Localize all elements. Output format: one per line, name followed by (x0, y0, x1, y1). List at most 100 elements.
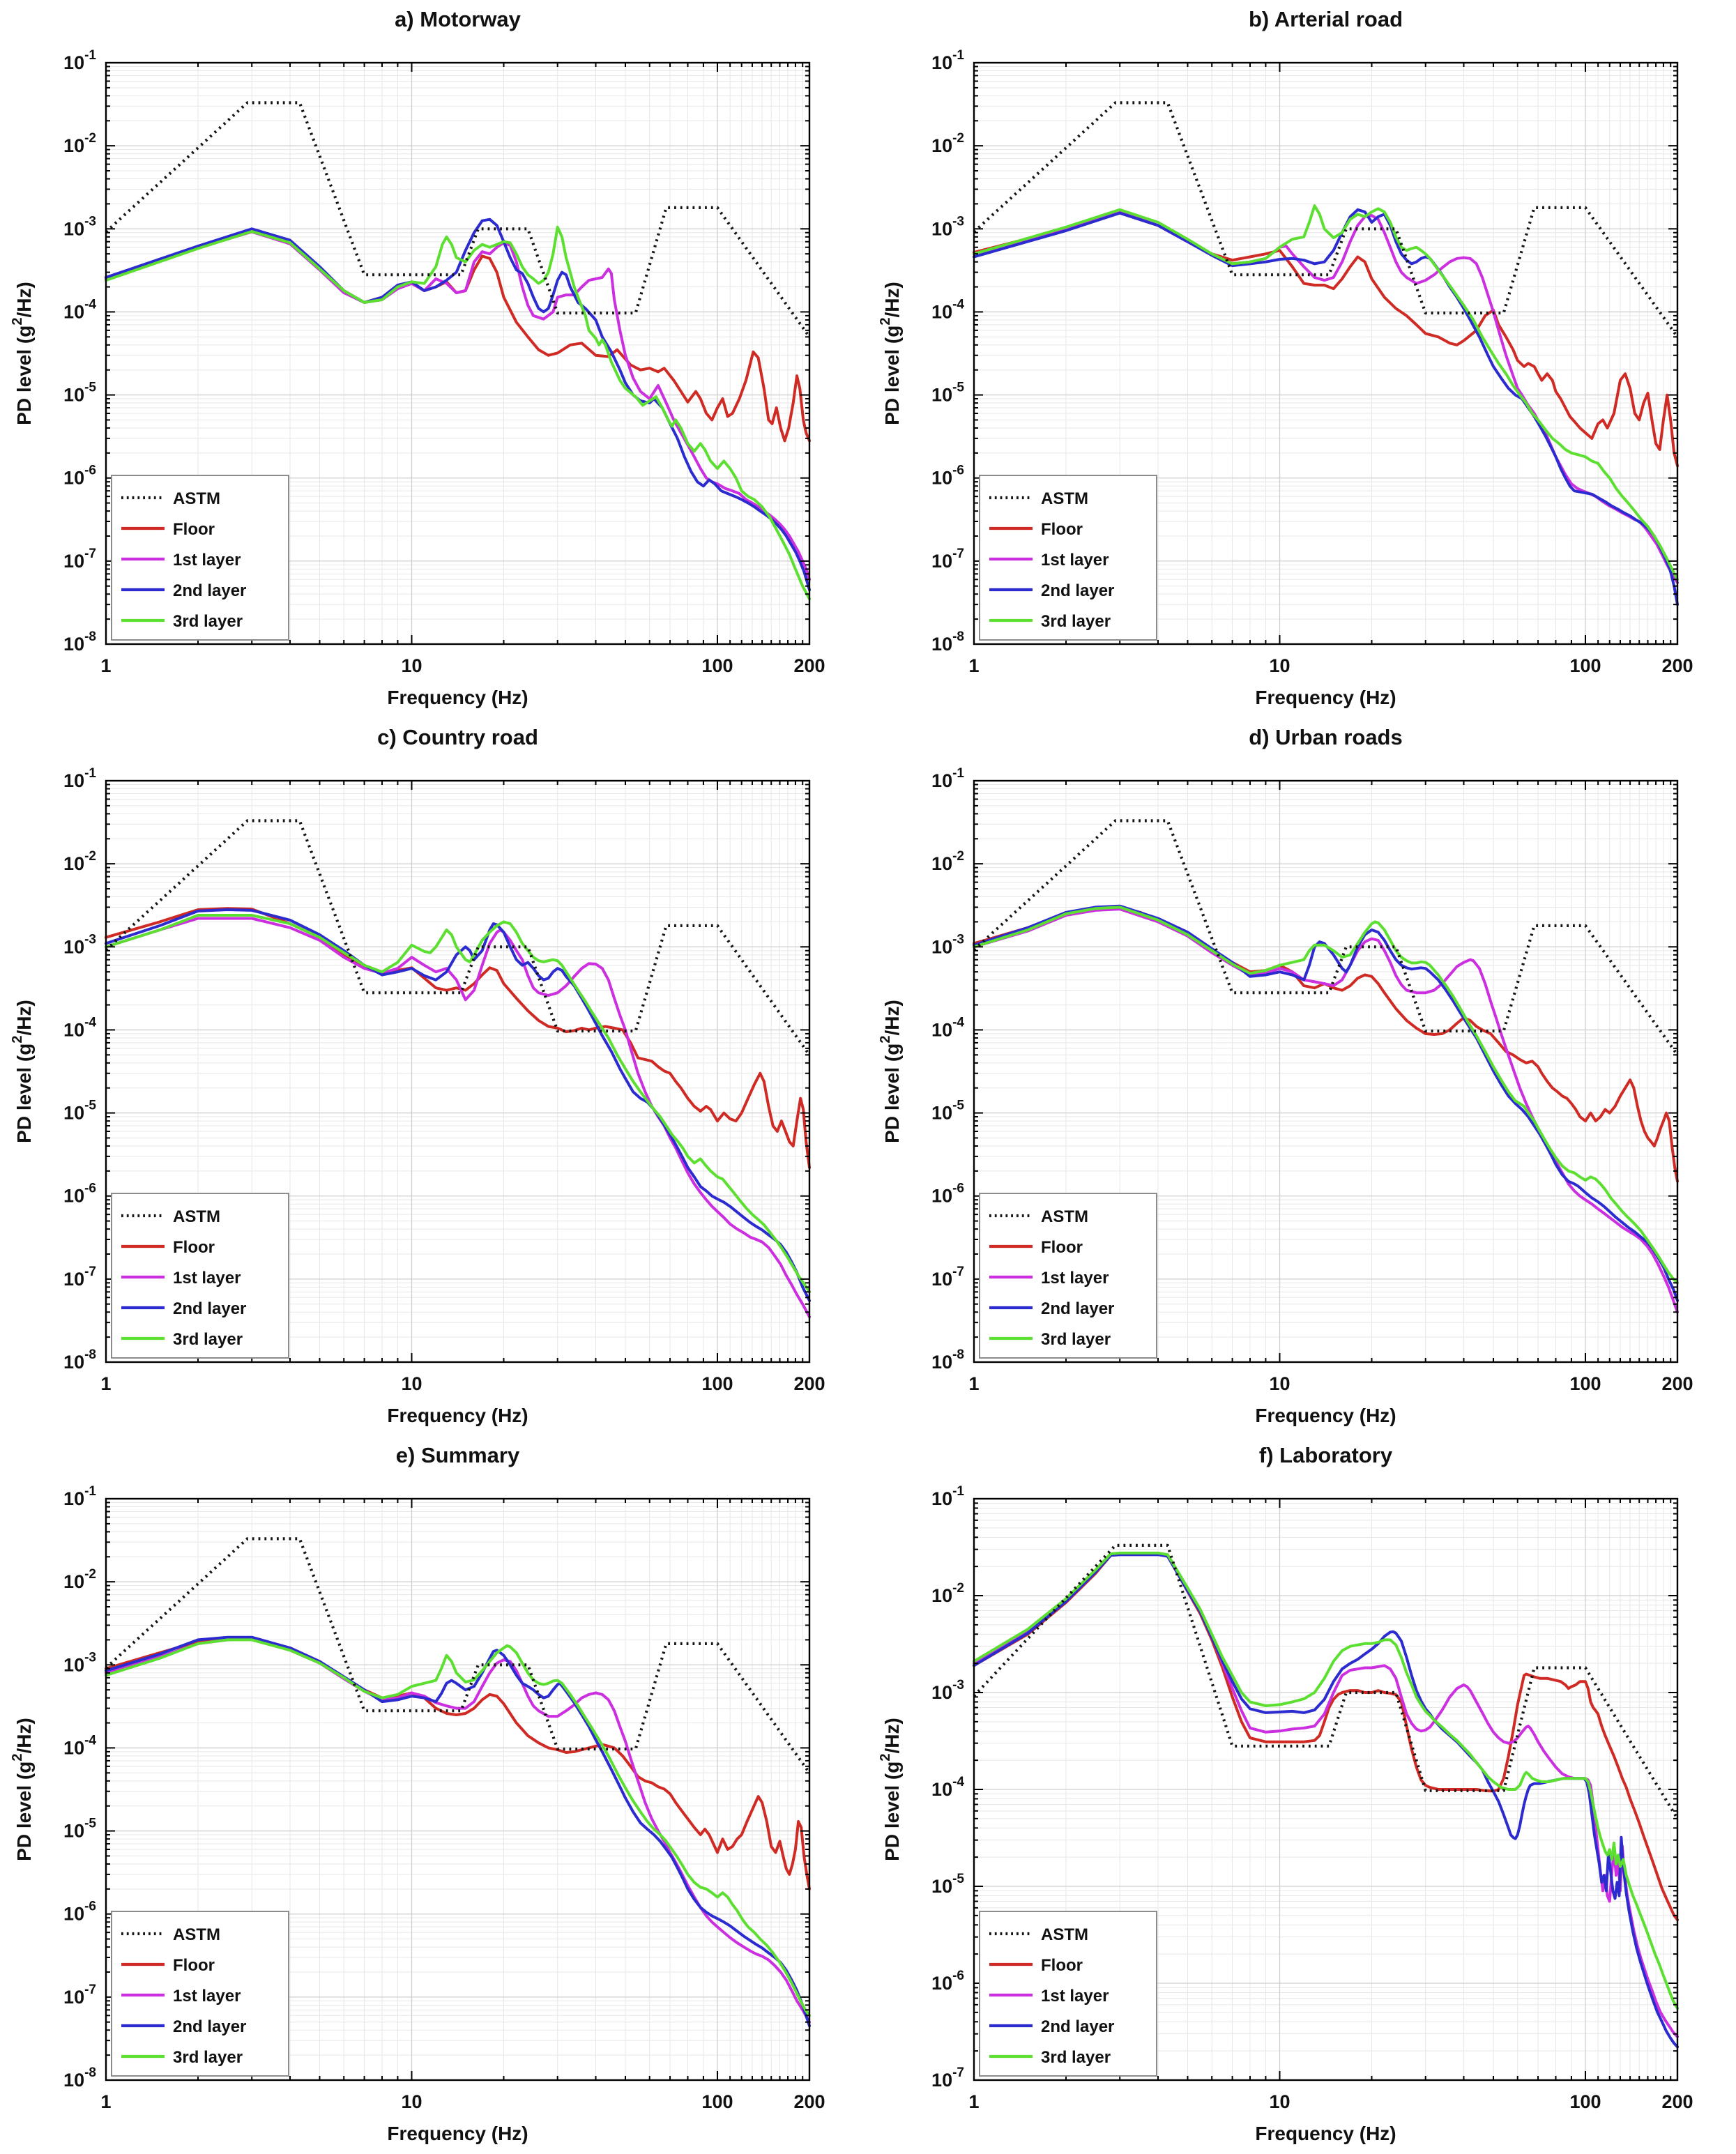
panel-title: b) Arterial road (1249, 7, 1403, 31)
y-tick-label: 10-3 (931, 932, 964, 957)
x-axis-label: Frequency (Hz) (1255, 2123, 1396, 2144)
legend-label: ASTM (173, 1207, 220, 1226)
series-group (105, 1537, 811, 2028)
x-axis-label: Frequency (Hz) (387, 687, 528, 708)
y-axis-label: PD level (g2/Hz) (10, 1718, 35, 1861)
series-astm-line (973, 819, 1679, 1056)
x-tick-label: 100 (1569, 2091, 1601, 2112)
panel-title: a) Motorway (395, 7, 521, 31)
chart-b: 10-1 10-2 10-3 10-4 10-5 10-6 10-7 10-81 10 100 20… (878, 7, 1693, 708)
y-tick-label: 10-5 (63, 381, 96, 406)
legend-item-floor: Floor (121, 1956, 215, 1975)
y-axis-label: PD level (g2/Hz) (878, 282, 903, 425)
legend-item-3rd-layer: 3rd layer (989, 612, 1111, 631)
axis-box (105, 61, 811, 646)
y-axis-label: PD level (g2/Hz) (10, 282, 35, 425)
legend-item-3rd-layer: 3rd layer (121, 1330, 243, 1349)
panel-country-road: 10-1 10-2 10-3 10-4 10-5 10-6 10-7 10-8 1 10 100 20… (0, 718, 868, 1436)
y-tick-label: 10-7 (63, 547, 96, 572)
y-tick-label: 10-6 (931, 1182, 964, 1207)
series-2nd-layer-line (105, 217, 811, 592)
y-tick-label: 10-3 (931, 214, 964, 239)
y-tick-label: 10-6 (931, 464, 964, 489)
y-tick-label: 10-6 (63, 464, 96, 489)
panel-arterial-road: 10-1 10-2 10-3 10-4 10-5 10-6 10-7 10-8 1 10 100 20… (868, 0, 1736, 718)
series-group (973, 819, 1679, 1314)
x-tick-label: 10 (401, 2091, 422, 2112)
y-tick-label: 10-6 (63, 1182, 96, 1207)
panel-motorway: 10-1 10-2 10-3 10-4 10-5 10-6 10-7 10-8 1 10 100 20… (0, 0, 868, 718)
axis-box (973, 61, 1679, 646)
legend-label: 1st layer (173, 551, 241, 570)
legend-item-2nd-layer: 2nd layer (989, 581, 1114, 600)
y-tick-label: 10-5 (63, 1817, 96, 1842)
x-tick-label: 1 (100, 655, 111, 676)
panel-urban-roads: 10-1 10-2 10-3 10-4 10-5 10-6 10-7 10-8 1 10 100 20… (868, 718, 1736, 1436)
x-tick-label: 200 (793, 1373, 825, 1394)
legend-item-2nd-layer: 2nd layer (989, 1299, 1114, 1318)
legend-label: 1st layer (1041, 551, 1109, 570)
y-tick-label: 10-4 (63, 1733, 96, 1758)
legend-item-1st-layer: 1st layer (121, 1987, 241, 2006)
y-tick-label: 10-3 (63, 214, 96, 239)
legend-label: Floor (1041, 1956, 1083, 1975)
axis-box (105, 779, 811, 1364)
chart-f: 10-1 10-2 10-3 10-4 10-5 10-6 10-71 10 100 200 f) … (878, 1443, 1693, 2144)
legend-label: ASTM (1041, 1207, 1088, 1226)
legend-item-1st-layer: 1st layer (989, 551, 1109, 570)
series-astm-line (105, 1537, 811, 1774)
y-tick-label: 10-8 (63, 629, 96, 655)
legend-label: ASTM (173, 489, 220, 508)
y-tick-label: 10-1 (63, 766, 96, 791)
grid-minor (106, 781, 809, 1362)
legend-item-1st-layer: 1st layer (121, 1269, 241, 1288)
legend-item-astm: ASTM (989, 1207, 1088, 1226)
y-tick-label: 10-2 (63, 849, 96, 874)
legend-label: 3rd layer (1041, 1330, 1111, 1349)
legend-label: Floor (173, 1956, 215, 1975)
y-tick-label: 10-2 (63, 131, 96, 156)
legend: ASTM Floor 1st layer 2nd layer 3rd layer (979, 1911, 1157, 2077)
legend-label: Floor (173, 520, 215, 539)
y-tick-label: 10-5 (931, 1099, 964, 1124)
legend-label: 2nd layer (1041, 581, 1114, 600)
x-axis-label: Frequency (Hz) (387, 2123, 528, 2144)
legend-label: 3rd layer (173, 1330, 243, 1349)
legend-label: 2nd layer (1041, 1299, 1114, 1318)
legend-item-floor: Floor (989, 1238, 1083, 1257)
x-tick-label: 10 (1269, 1373, 1290, 1394)
x-tick-label: 200 (793, 2091, 825, 2112)
x-tick-label: 10 (401, 655, 422, 676)
series-astm-line (973, 1543, 1679, 1819)
x-tick-label: 100 (701, 1373, 733, 1394)
y-tick-label: 10-3 (63, 932, 96, 957)
series-3rd-layer-line (105, 914, 811, 1294)
x-axis-label: Frequency (Hz) (1255, 687, 1396, 708)
legend-label: 1st layer (1041, 1269, 1109, 1288)
legend-label: 2nd layer (1041, 2017, 1114, 2036)
legend-item-1st-layer: 1st layer (989, 1269, 1109, 1288)
legend-item-3rd-layer: 3rd layer (121, 2048, 243, 2067)
x-tick-label: 1 (968, 1373, 979, 1394)
y-tick-label: 10-7 (63, 1983, 96, 2008)
chart-c: 10-1 10-2 10-3 10-4 10-5 10-6 10-7 10-81 10 100 20… (10, 725, 825, 1426)
legend-item-astm: ASTM (121, 1207, 220, 1226)
y-tick-label: 10-7 (931, 1265, 964, 1290)
series-2nd-layer-line (105, 1635, 811, 2028)
y-tick-label: 10-8 (931, 629, 964, 655)
y-tick-label: 10-8 (63, 1347, 96, 1373)
x-axis-label: Frequency (Hz) (387, 1405, 528, 1426)
legend-item-astm: ASTM (121, 1925, 220, 1944)
y-tick-label: 10-5 (931, 1872, 964, 1897)
legend-item-astm: ASTM (121, 489, 220, 508)
series-1st-layer-line (973, 908, 1679, 1314)
legend-item-floor: Floor (989, 1956, 1083, 1975)
chart-d: 10-1 10-2 10-3 10-4 10-5 10-6 10-7 10-81 10 100 20… (878, 725, 1693, 1426)
axis-box (973, 779, 1679, 1364)
panel-laboratory: 10-1 10-2 10-3 10-4 10-5 10-6 10-7 1 10 100 200 f) … (868, 1436, 1736, 2154)
series-astm-line (973, 101, 1679, 338)
legend-item-astm: ASTM (989, 1925, 1088, 1944)
legend-item-floor: Floor (121, 520, 215, 539)
series-group (973, 1543, 1679, 2049)
series-floor-line (973, 211, 1679, 468)
